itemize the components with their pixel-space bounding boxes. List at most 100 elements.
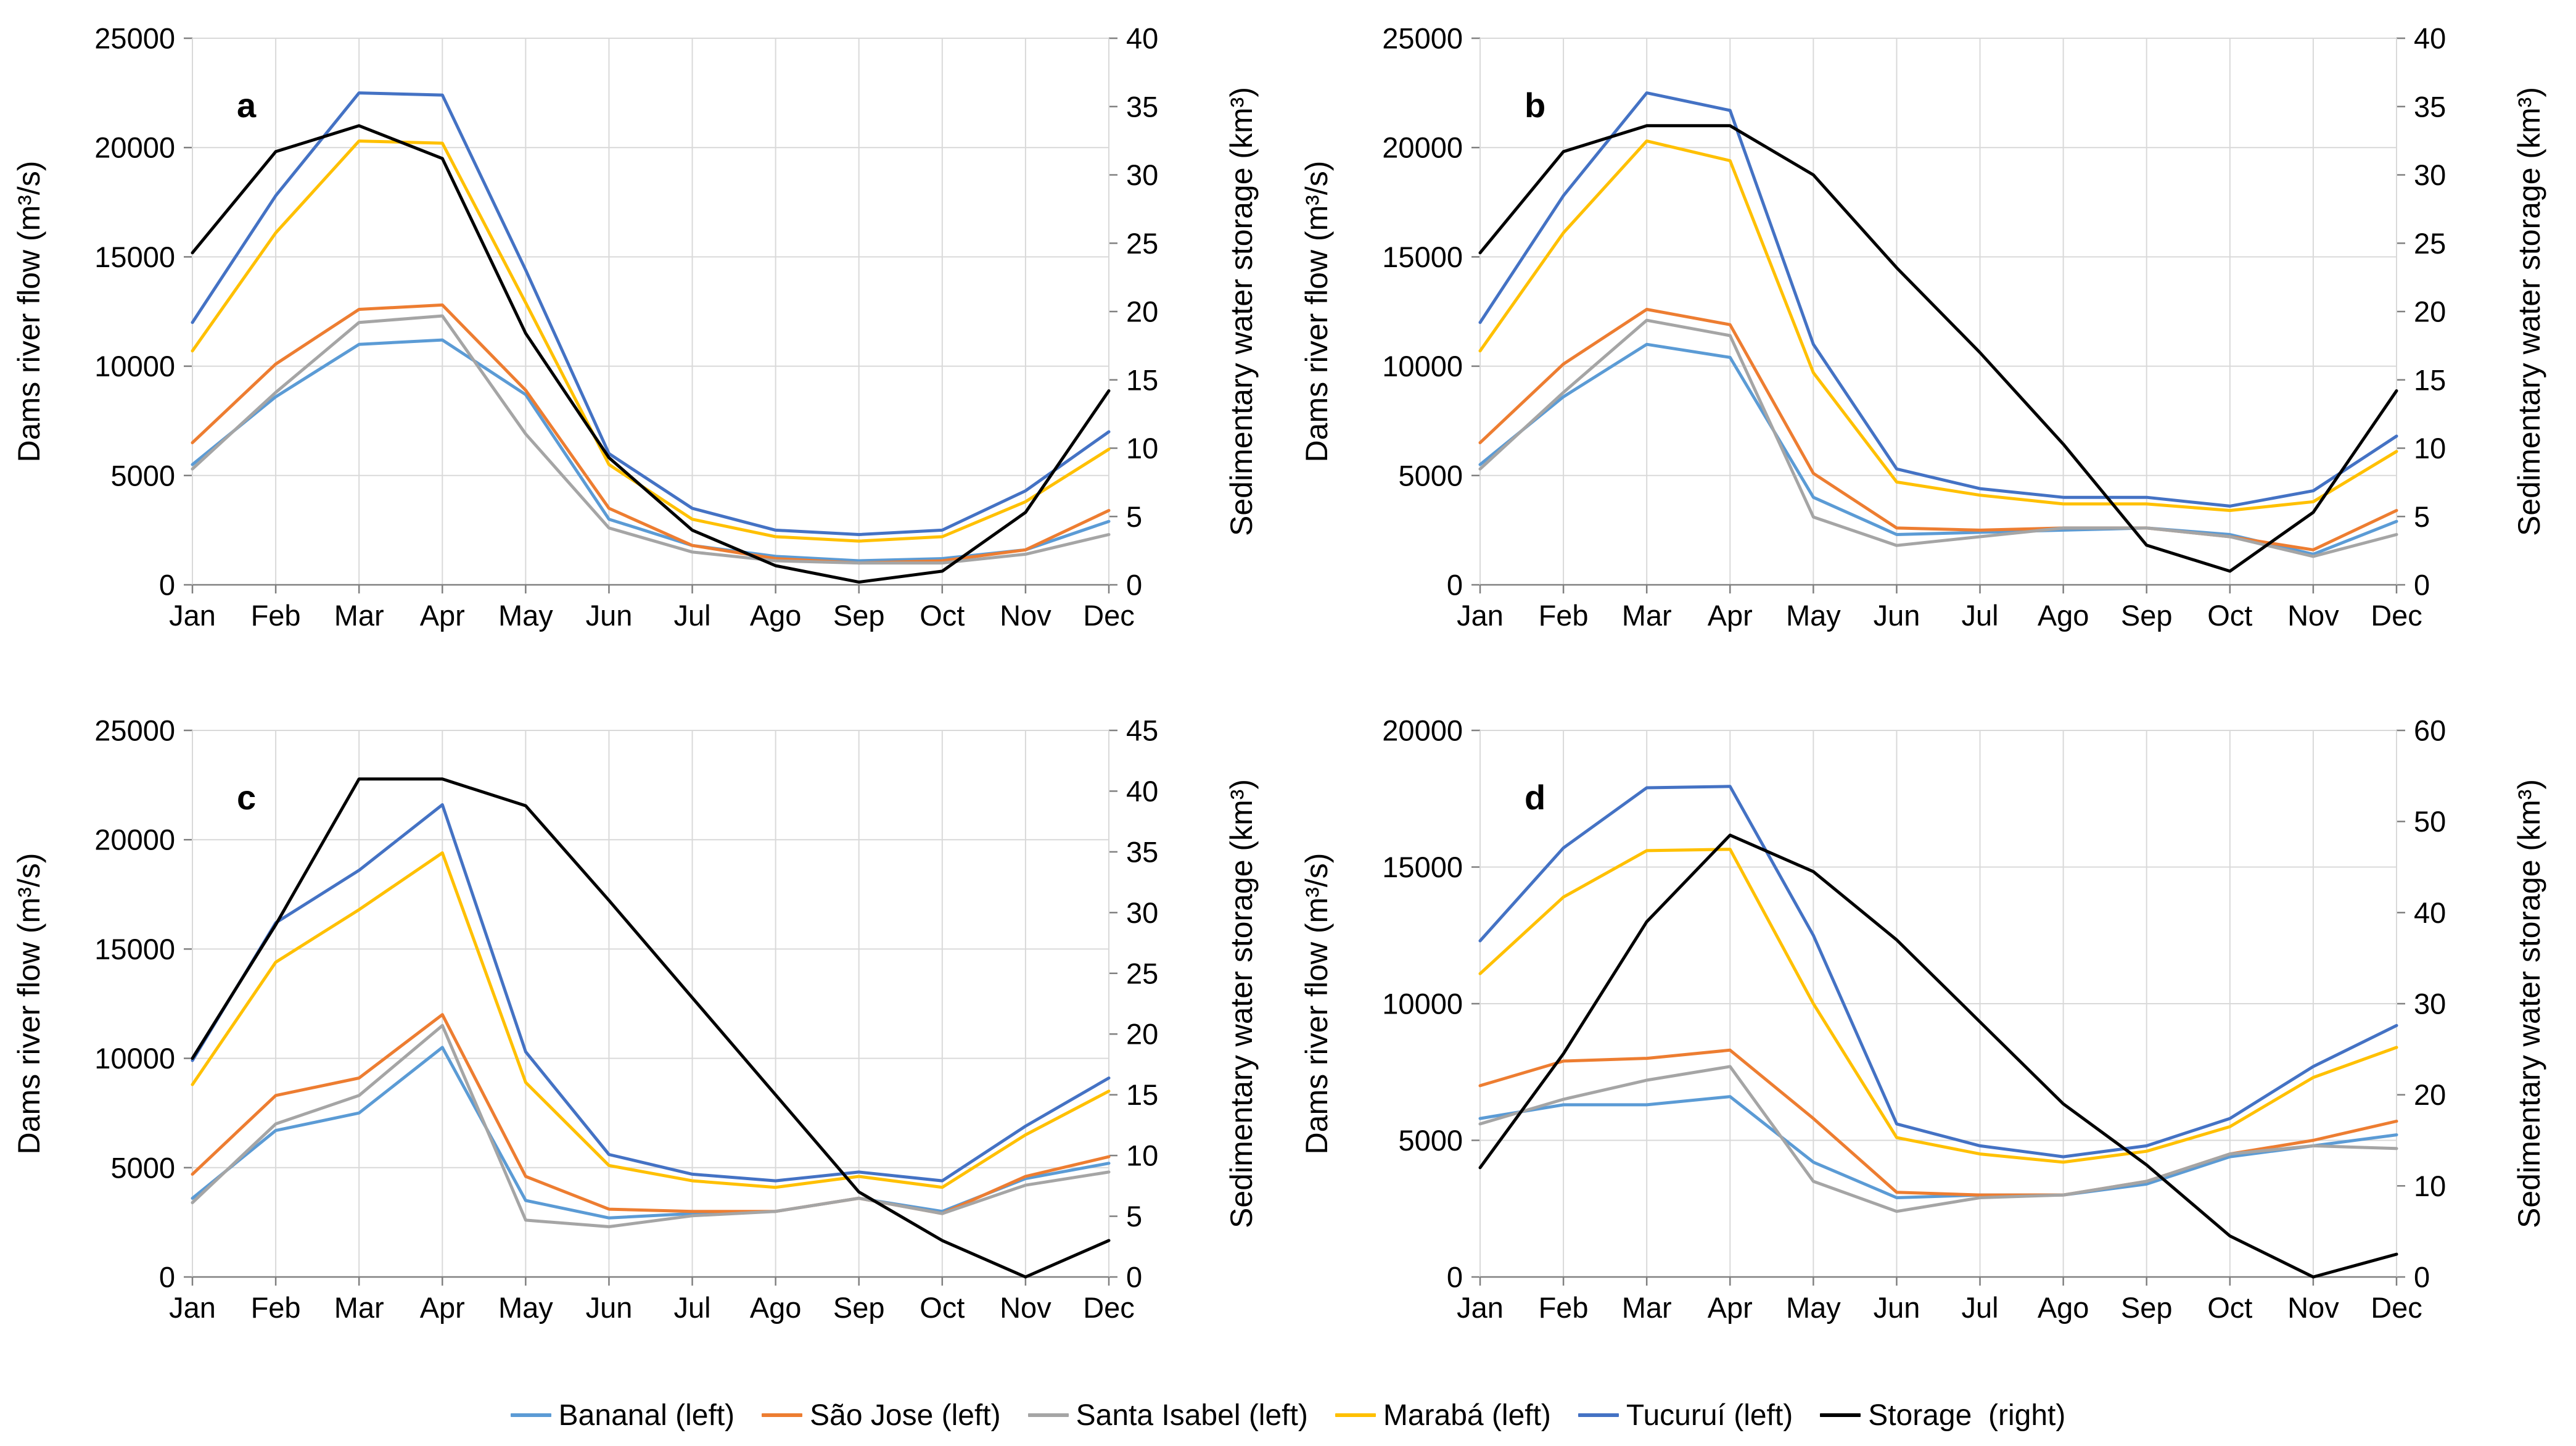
- left-axis-tick-label: 10000: [1382, 988, 1463, 1020]
- legend-swatch-sao_jose: [762, 1413, 803, 1417]
- right-axis-title: Sedimentary water storage (km³): [1224, 87, 1259, 536]
- x-axis-tick-label: May: [1786, 599, 1841, 632]
- left-axis-tick-label: 0: [159, 1261, 175, 1294]
- x-axis-tick-label: Oct: [2207, 1291, 2252, 1324]
- x-axis-tick-label: Jun: [586, 1291, 633, 1324]
- right-axis-tick-label: 10: [1126, 1139, 1158, 1172]
- legend-item-maraba: Marabá (left): [1335, 1398, 1551, 1432]
- right-axis-tick-label: 0: [1126, 569, 1142, 601]
- x-axis-tick-label: Ago: [2038, 599, 2089, 632]
- x-axis-tick-label: Dec: [2371, 1291, 2422, 1324]
- legend-label-santa_isabel: Santa Isabel (left): [1076, 1398, 1308, 1432]
- x-axis-tick-label: Jul: [673, 599, 710, 632]
- x-axis-tick-label: Dec: [1083, 599, 1135, 632]
- series-line-bananal: [1478, 1095, 2398, 1199]
- left-axis-tick-label: 20000: [94, 824, 175, 856]
- left-axis-tick-label: 10000: [94, 1042, 175, 1075]
- left-axis-tick-label: 10000: [1382, 350, 1463, 382]
- x-axis-tick-label: Mar: [334, 599, 384, 632]
- panel-letter-d: d: [1525, 778, 1545, 817]
- legend-swatch-storage: [1820, 1413, 1861, 1417]
- x-axis-tick-label: Ago: [750, 599, 802, 632]
- left-axis-tick-label: 0: [159, 569, 175, 601]
- x-axis-tick-label: Feb: [1539, 599, 1589, 632]
- series-line-santa_isabel: [1478, 318, 2398, 558]
- right-axis-tick-label: 0: [1126, 1261, 1142, 1294]
- right-axis-tick-label: 35: [1126, 835, 1158, 868]
- x-axis-tick-label: Apr: [1708, 599, 1753, 632]
- left-axis-tick-label: 15000: [1382, 851, 1463, 883]
- left-axis-tick-label: 10000: [94, 350, 175, 382]
- right-axis-tick-label: 5: [2414, 500, 2430, 533]
- x-axis-tick-label: Sep: [2121, 1291, 2173, 1324]
- x-axis-tick-label: May: [1786, 1291, 1841, 1324]
- x-axis-tick-label: Jan: [1457, 599, 1504, 632]
- x-axis-tick-label: Mar: [334, 1291, 384, 1324]
- left-axis-tick-label: 5000: [110, 459, 175, 492]
- x-axis-tick-label: Nov: [1000, 1291, 1051, 1324]
- x-axis-tick-label: Apr: [420, 599, 465, 632]
- right-axis-tick-label: 35: [2414, 90, 2446, 123]
- panel-letter-b: b: [1525, 86, 1545, 125]
- legend-item-tucurui: Tucuruí (left): [1578, 1398, 1793, 1432]
- panel-letter-c: c: [237, 778, 256, 817]
- legend-swatch-tucurui: [1578, 1413, 1619, 1417]
- series-line-sao_jose: [191, 303, 1111, 565]
- right-axis-tick-label: 30: [1126, 159, 1158, 191]
- right-axis-tick-label: 20: [2414, 295, 2446, 328]
- right-axis-tick-label: 15: [1126, 363, 1158, 396]
- series-line-tucurui: [1478, 785, 2398, 1159]
- right-axis-tick-label: 10: [2414, 432, 2446, 465]
- x-axis-tick-label: Dec: [1083, 1291, 1135, 1324]
- x-axis-tick-label: Oct: [920, 599, 965, 632]
- x-axis-tick-label: Feb: [251, 599, 301, 632]
- legend-swatch-maraba: [1335, 1413, 1376, 1417]
- series-line-bananal: [191, 338, 1111, 563]
- left-axis-tick-label: 20000: [1382, 131, 1463, 164]
- x-axis-tick-label: Jul: [1961, 1291, 1998, 1324]
- left-axis-tick-label: 0: [1447, 1261, 1463, 1294]
- series-line-maraba: [191, 851, 1111, 1189]
- right-axis-tick-label: 5: [1126, 1200, 1142, 1233]
- left-axis-title: Dams river flow (m³/s): [1299, 853, 1334, 1155]
- x-axis-tick-label: Nov: [2287, 1291, 2339, 1324]
- right-axis-tick-label: 40: [1126, 22, 1158, 55]
- right-axis-tick-label: 40: [2414, 22, 2446, 55]
- x-axis-tick-label: Ago: [2038, 1291, 2089, 1324]
- left-axis-tick-label: 5000: [1398, 1124, 1463, 1157]
- x-axis-tick-label: Dec: [2371, 599, 2422, 632]
- left-axis-tick-label: 5000: [110, 1151, 175, 1184]
- x-axis-tick-label: Apr: [1708, 1291, 1753, 1324]
- right-axis-tick-label: 30: [2414, 988, 2446, 1020]
- x-axis-tick-label: Jan: [1457, 1291, 1504, 1324]
- x-axis-tick-label: Jan: [169, 1291, 216, 1324]
- series-line-maraba: [1478, 848, 2398, 1164]
- right-axis-tick-label: 20: [2414, 1078, 2446, 1111]
- x-axis-tick-label: May: [498, 1291, 553, 1324]
- left-axis-title: Dams river flow (m³/s): [12, 853, 46, 1155]
- legend-item-storage: Storage (right): [1820, 1398, 2065, 1432]
- left-axis-title: Dams river flow (m³/s): [12, 161, 46, 463]
- legend-item-sao_jose: São Jose (left): [762, 1398, 1001, 1432]
- right-axis-tick-label: 0: [2414, 1261, 2430, 1294]
- right-axis-tick-label: 25: [1126, 227, 1158, 260]
- series-line-storage: [1478, 124, 2398, 573]
- series-line-bananal: [1478, 342, 2398, 556]
- right-axis-tick-label: 40: [1126, 775, 1158, 808]
- right-axis-tick-label: 15: [1126, 1078, 1158, 1111]
- x-axis-tick-label: Nov: [2287, 599, 2339, 632]
- right-axis-tick-label: 30: [1126, 896, 1158, 929]
- x-axis-tick-label: Jan: [169, 599, 216, 632]
- right-axis-tick-label: 50: [2414, 805, 2446, 838]
- left-axis-title: Dams river flow (m³/s): [1299, 161, 1334, 463]
- legend-swatch-bananal: [510, 1413, 551, 1417]
- x-axis-tick-label: Sep: [833, 1291, 885, 1324]
- legend-label-tucurui: Tucuruí (left): [1626, 1398, 1793, 1432]
- chart-panel-d: 0 5000 10000 15000 20000 0 10 20 30 40 50 60 Jan Feb M…: [1299, 714, 2546, 1324]
- left-axis-tick-label: 15000: [1382, 241, 1463, 273]
- x-axis-tick-label: Nov: [1000, 599, 1051, 632]
- x-axis-tick-label: Feb: [1539, 1291, 1589, 1324]
- chart-panel-b: 0 5000 10000 15000 20000 25000 0 5 10 15 20 25 30 35 4…: [1299, 22, 2546, 632]
- x-axis-tick-label: Apr: [420, 1291, 465, 1324]
- left-axis-tick-label: 20000: [94, 131, 175, 164]
